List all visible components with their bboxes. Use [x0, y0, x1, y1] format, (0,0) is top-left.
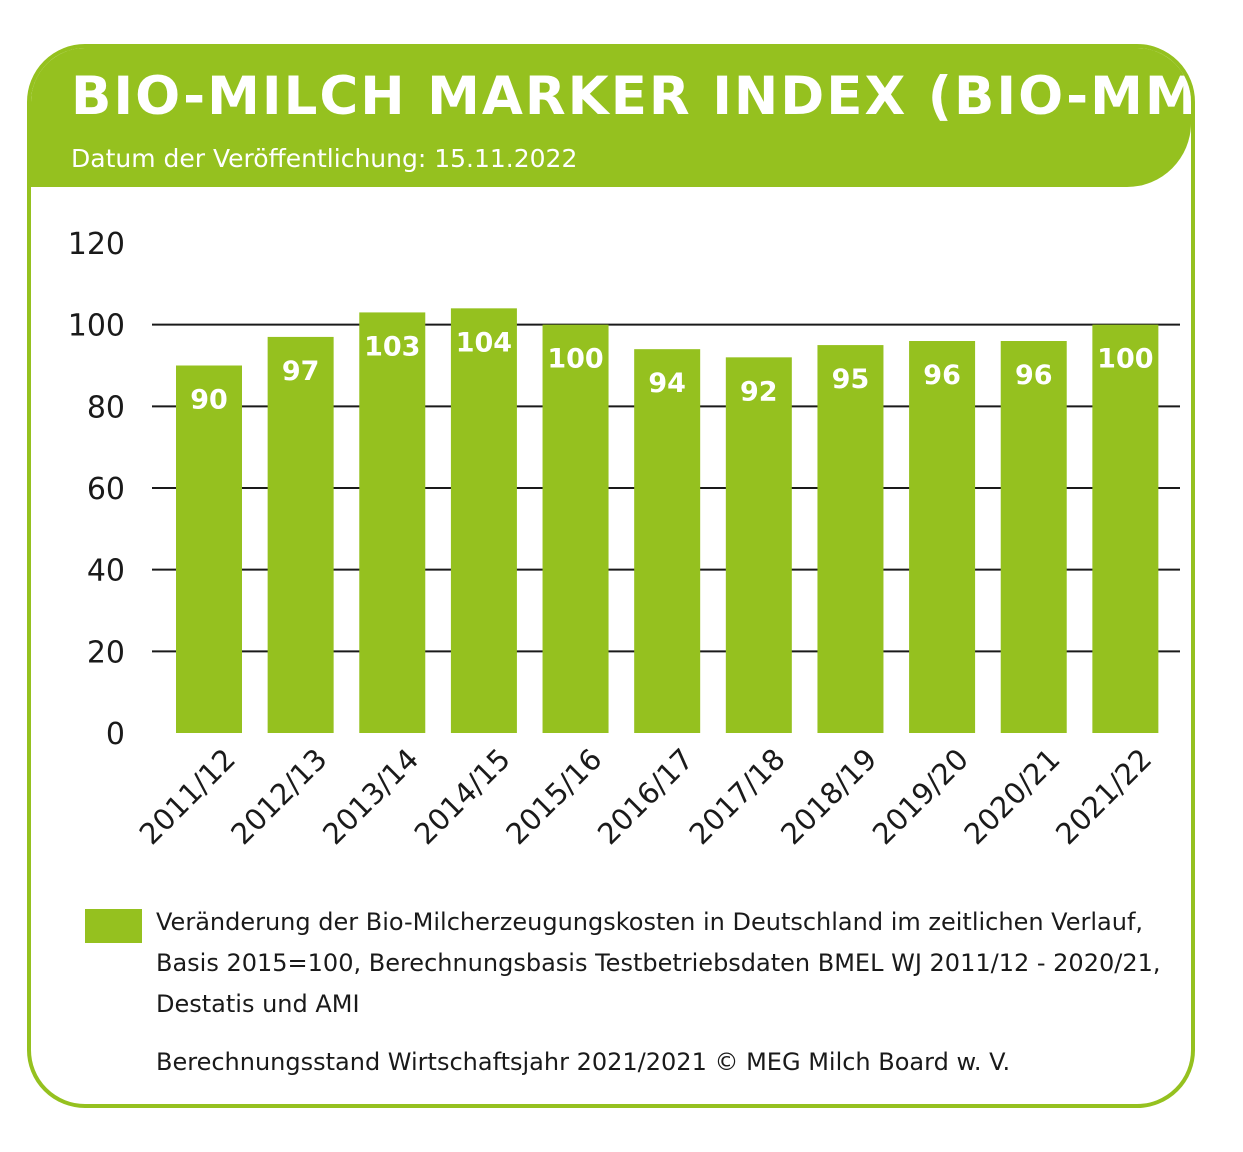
bar-2015/16 [542, 324, 609, 733]
y-tick-label-20: 20 [87, 635, 125, 670]
bar-value-label-2015/16: 100 [547, 344, 603, 375]
x-tick-label-2018/19: 2018/19 [774, 742, 883, 851]
x-tick-label-2020/21: 2020/21 [957, 742, 1066, 851]
bar-2019/20 [909, 341, 976, 733]
source-note: Berechnungsstand Wirtschaftsjahr 2021/20… [156, 1048, 1011, 1076]
chart-title: BIO-MILCH MARKER INDEX (BIO-MMI) [71, 66, 1195, 127]
bar-2018/19 [817, 345, 884, 733]
bar-value-label-2014/15: 104 [456, 327, 512, 358]
header-banner: BIO-MILCH MARKER INDEX (BIO-MMI) Datum d… [31, 48, 1191, 187]
x-tick-label-2015/16: 2015/16 [499, 742, 608, 851]
bar-2012/13 [267, 336, 334, 733]
bar-value-label-2012/13: 97 [282, 356, 320, 387]
bar-value-label-2016/17: 94 [648, 368, 686, 399]
x-tick-label-2014/15: 2014/15 [408, 742, 517, 851]
y-tick-label-60: 60 [87, 472, 125, 507]
x-tick-label-2021/22: 2021/22 [1049, 742, 1158, 851]
x-axis-ticks: 2011/122012/132013/142014/152015/162016/… [133, 742, 1159, 851]
bar-2020/21 [1000, 341, 1067, 733]
bar-value-label-2017/18: 92 [740, 376, 778, 407]
y-tick-label-120: 120 [68, 227, 125, 262]
bar-value-labels: 90 97 103 104 100 94 92 95 96 96 100 [190, 327, 1153, 415]
bar-chart: 0 20 40 60 80 100 120 90 97 103 104 100 94 92 95 96 96 1… [68, 227, 1180, 851]
y-tick-label-100: 100 [68, 309, 125, 344]
legend-swatch [85, 909, 142, 943]
bar-value-label-2021/22: 100 [1097, 344, 1153, 375]
bar-2017/18 [725, 357, 792, 733]
bars [176, 308, 1159, 733]
chart-subtitle: Datum der Veröffentlichung: 15.11.2022 [71, 144, 578, 173]
x-tick-label-2013/14: 2013/14 [316, 742, 425, 851]
bar-2011/12 [176, 365, 242, 733]
x-tick-label-2017/18: 2017/18 [683, 742, 792, 851]
x-tick-label-2012/13: 2012/13 [224, 742, 333, 851]
bar-value-label-2020/21: 96 [1015, 360, 1053, 391]
bar-value-label-2018/19: 95 [832, 364, 870, 395]
bar-2013/14 [359, 312, 426, 733]
y-tick-label-0: 0 [106, 717, 125, 752]
bar-value-label-2019/20: 96 [923, 360, 961, 391]
bar-2014/15 [450, 308, 517, 733]
bar-value-label-2011/12: 90 [190, 385, 228, 416]
bar-2016/17 [634, 349, 701, 733]
y-tick-label-80: 80 [87, 390, 125, 425]
x-tick-label-2019/20: 2019/20 [866, 742, 975, 851]
bar-value-label-2013/14: 103 [364, 331, 420, 362]
x-tick-label-2011/12: 2011/12 [133, 742, 242, 851]
legend-text: Veränderung der Bio-Milcherzeugungskoste… [156, 908, 1161, 1018]
y-tick-label-40: 40 [87, 554, 125, 589]
bar-2021/22 [1092, 324, 1159, 733]
x-tick-label-2016/17: 2016/17 [591, 742, 700, 851]
y-axis-ticks: 0 20 40 60 80 100 120 [68, 227, 125, 752]
